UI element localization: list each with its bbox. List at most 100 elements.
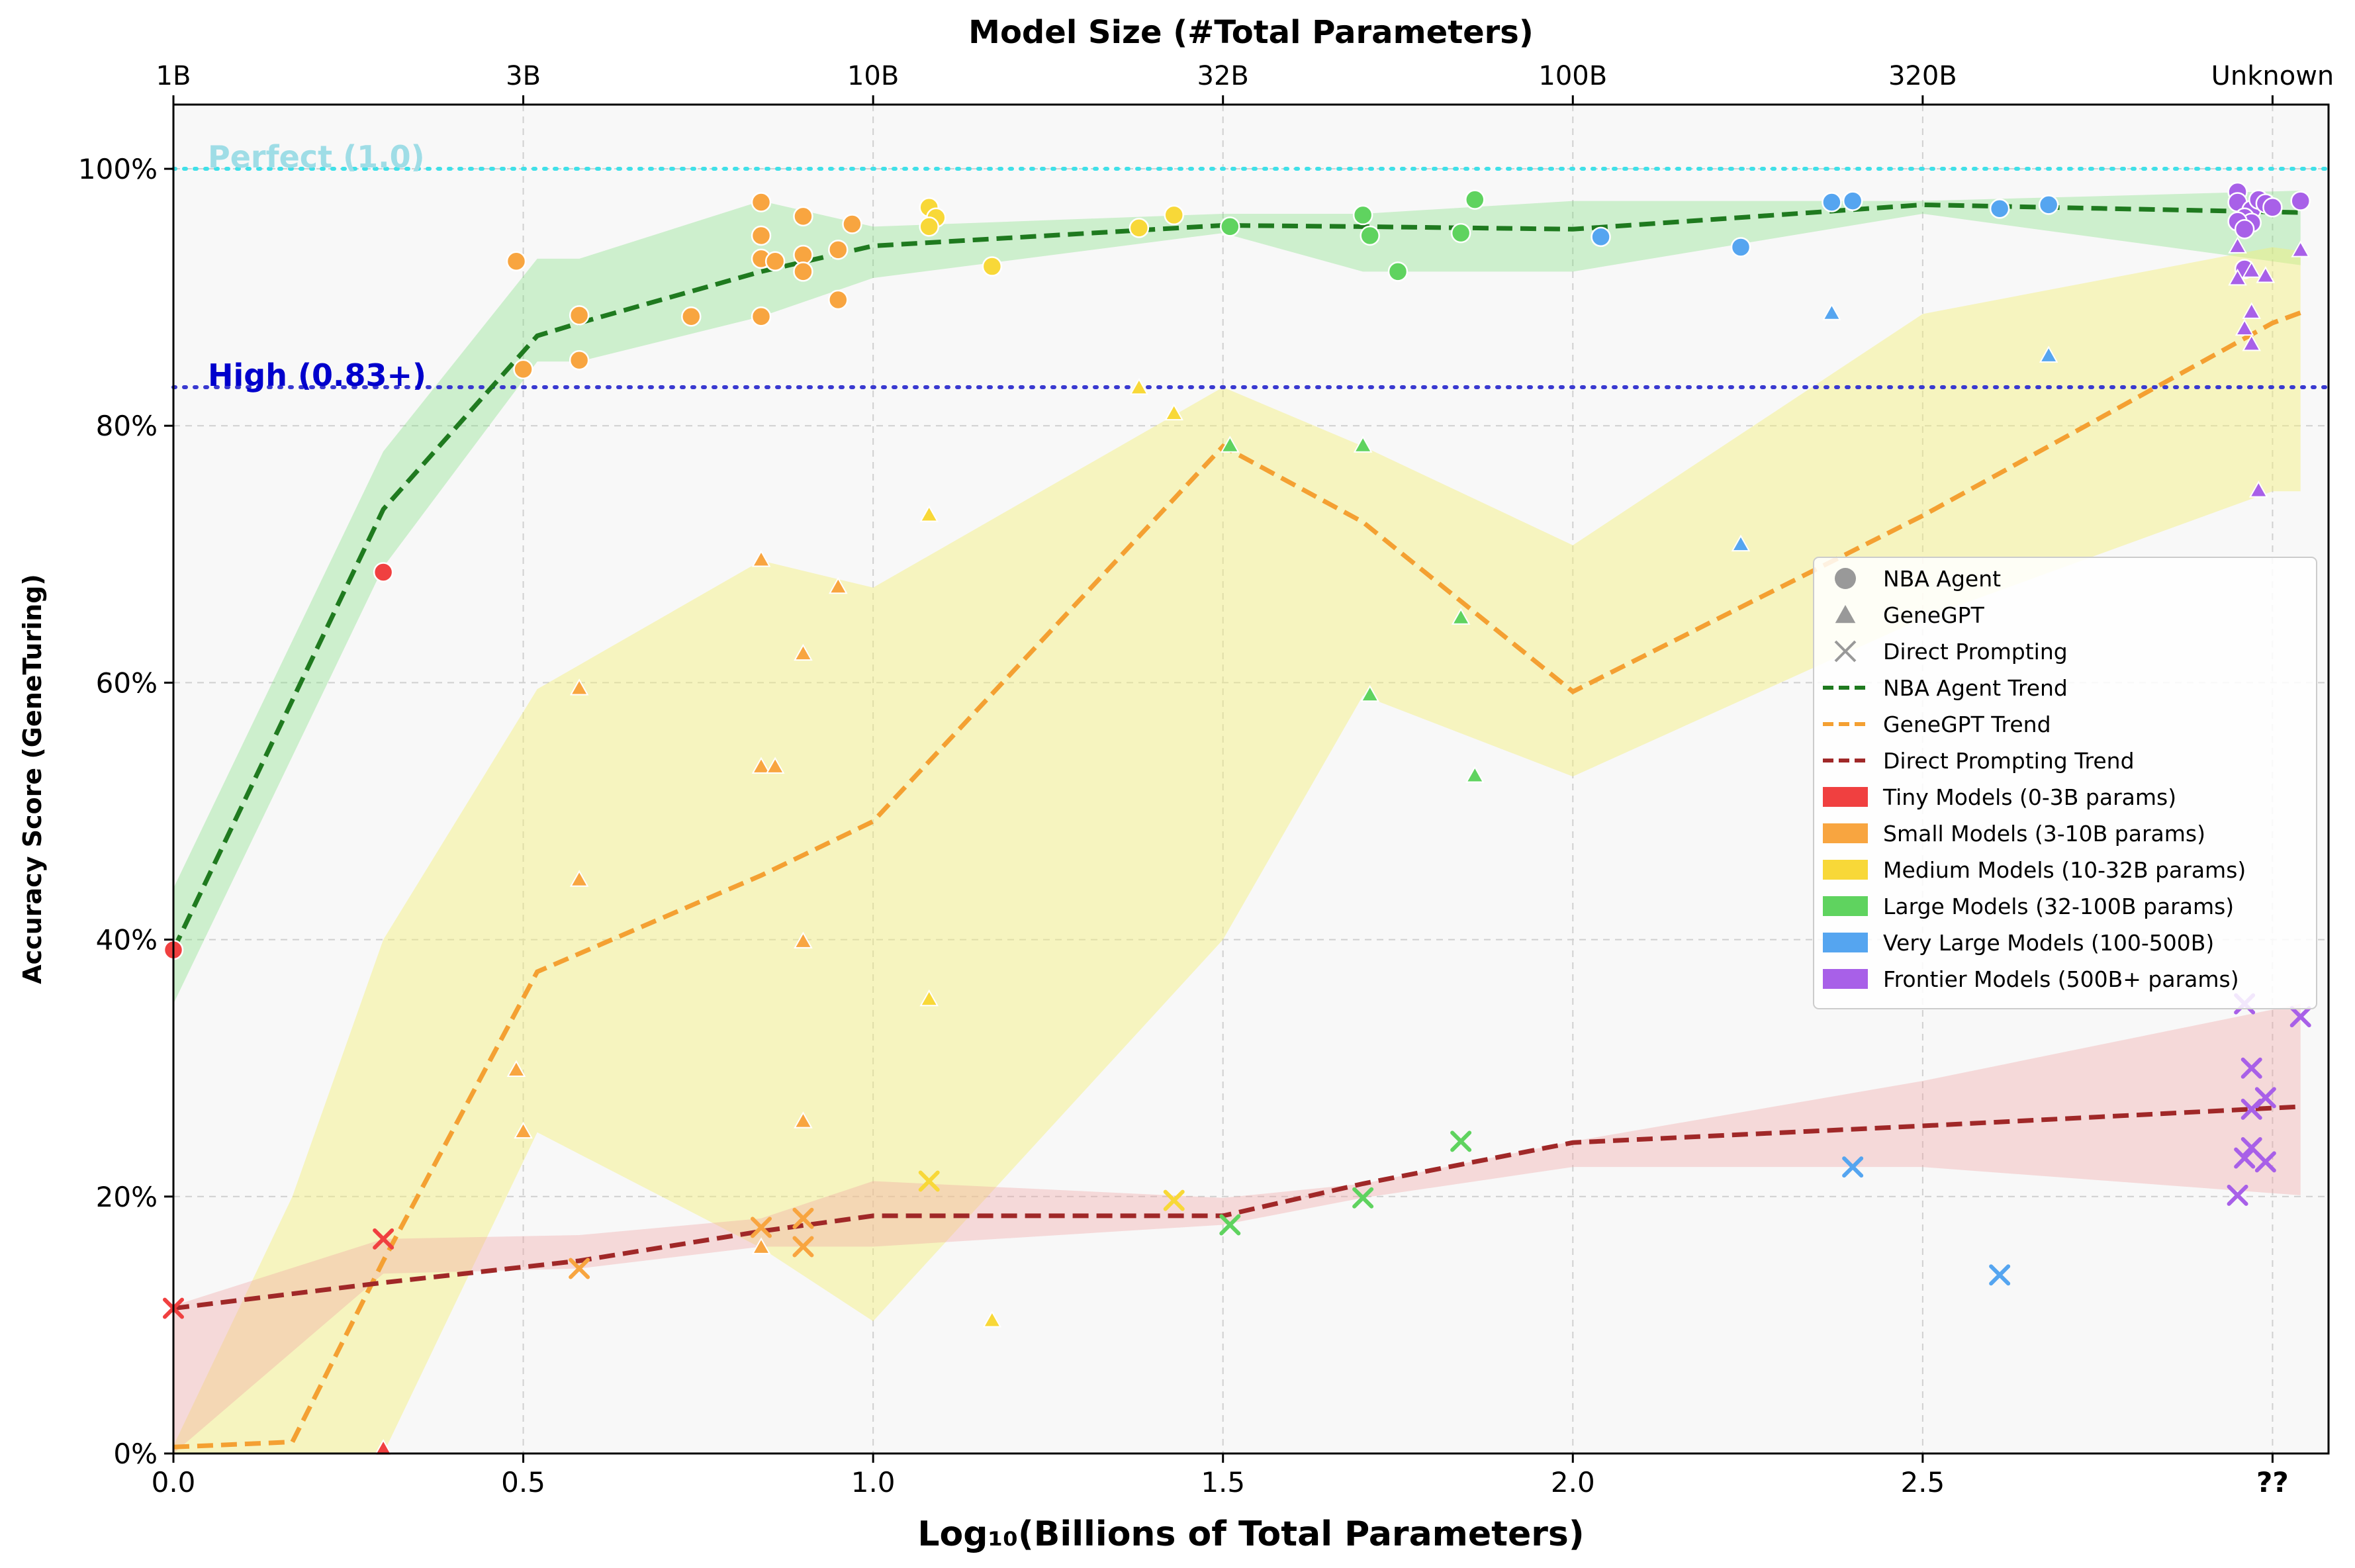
direct-prompting-point xyxy=(2240,1098,2262,1120)
top-tick-label: 1B xyxy=(156,61,191,91)
nba-agent-point xyxy=(1220,216,1240,237)
x-tick-label: ?? xyxy=(2256,1466,2289,1499)
nba-agent-point xyxy=(751,192,772,212)
direct-prompting-point xyxy=(792,1236,814,1258)
reference-lines: Perfect (1.0) High (0.83+) xyxy=(171,139,2331,393)
legend-label: Frontier Models (500B+ params) xyxy=(1883,966,2239,992)
genegpt-point xyxy=(1731,534,1751,552)
nba-agent-point xyxy=(1164,205,1184,226)
nba-agent-point xyxy=(793,244,813,265)
direct-prompting-point xyxy=(2234,1147,2256,1169)
genegpt-point xyxy=(982,1311,1002,1328)
genegpt-point xyxy=(1451,608,1471,625)
nba-agent-point xyxy=(681,306,702,327)
y-tick-label: 60% xyxy=(96,667,158,699)
nba-agent-point xyxy=(793,206,813,227)
top-tick-label: Unknown xyxy=(2211,61,2334,91)
top-tick-label: 320B xyxy=(1888,61,1957,91)
top-tick-label: 10B xyxy=(847,61,899,91)
nba-agent-point xyxy=(1730,237,1751,257)
genegpt-point xyxy=(569,678,589,696)
y-tick-label: 40% xyxy=(96,924,158,956)
nba-agent-point xyxy=(569,349,590,371)
legend-label: Medium Models (10-32B params) xyxy=(1883,857,2246,883)
direct-prompting-point xyxy=(569,1258,590,1279)
genegpt-point xyxy=(2256,266,2276,283)
x-tick-label: 1.0 xyxy=(851,1466,896,1499)
x-tick-label: 0.0 xyxy=(152,1466,196,1499)
nba-agent-point xyxy=(2038,195,2059,215)
legend: NBA Agent GeneGPT Direct Prompting NBA Agen… xyxy=(1813,557,2317,1009)
genegpt-point xyxy=(1353,436,1373,453)
legend-label: Very Large Models (100-500B) xyxy=(1883,930,2214,956)
legend-label: NBA Agent xyxy=(1883,566,2001,592)
direct-prompting-point xyxy=(792,1207,814,1229)
legend-triangle-marker xyxy=(1835,605,1856,623)
legend-label: Small Models (3-10B params) xyxy=(1883,821,2205,847)
genegpt-point xyxy=(1360,684,1380,702)
direct-prompting-point xyxy=(2254,1151,2276,1173)
nba-agent-point xyxy=(513,359,533,380)
top-tick-label: 3B xyxy=(506,61,541,91)
genegpt-point xyxy=(2235,318,2254,336)
legend-label: Direct Prompting xyxy=(1883,639,2068,665)
x-tick-label: 2.0 xyxy=(1551,1466,1595,1499)
nba-agent-point xyxy=(842,214,862,234)
legend-label: Direct Prompting Trend xyxy=(1883,748,2135,774)
legend-x-marker xyxy=(1834,640,1857,663)
direct-prompting-point xyxy=(1989,1264,2011,1286)
top-tick-label: 100B xyxy=(1538,61,1607,91)
nba-agent-point xyxy=(2262,197,2283,218)
genegpt-point xyxy=(794,1111,813,1129)
genegpt-point xyxy=(1164,403,1184,421)
legend-size-swatch xyxy=(1823,823,1868,843)
nba-agent-point xyxy=(1360,225,1380,246)
nba-agent-point xyxy=(793,261,813,282)
genegpt-point xyxy=(2242,261,2262,278)
y-tick-label: 80% xyxy=(96,410,158,442)
genegpt-point xyxy=(751,757,771,774)
genegpt-point xyxy=(506,1060,526,1077)
genegpt-point xyxy=(919,505,939,522)
nba-agent-point xyxy=(828,240,849,260)
nba-agent-point xyxy=(751,306,772,327)
reference-label-1: High (0.83+) xyxy=(208,357,426,393)
genegpt-point xyxy=(373,1439,393,1456)
genegpt-point xyxy=(2228,268,2247,286)
trend-line-2 xyxy=(173,1104,2301,1311)
nba-agent-point xyxy=(2290,191,2311,211)
y-axis-title: Accuracy Score (GeneTuring) xyxy=(18,574,47,984)
confidence-bands xyxy=(173,191,2301,1454)
plot-frame xyxy=(172,103,2330,1455)
nba-agent-point xyxy=(1842,191,1863,211)
nba-agent-point xyxy=(1387,261,1408,282)
legend-size-swatch xyxy=(1823,933,1868,952)
direct-prompting-point xyxy=(1842,1156,1864,1178)
genegpt-point xyxy=(2291,240,2311,257)
y-tick-label: 20% xyxy=(96,1181,158,1213)
data-points xyxy=(163,181,2311,1456)
legend-label: NBA Agent Trend xyxy=(1883,675,2068,701)
genegpt-point xyxy=(751,1237,771,1254)
nba-agent-point xyxy=(828,289,849,310)
trend-line-1 xyxy=(173,310,2301,1450)
nba-agent-point xyxy=(751,225,772,246)
direct-prompting-point xyxy=(1352,1187,1374,1209)
genegpt-point xyxy=(828,576,848,594)
direct-prompting-point xyxy=(2227,1184,2248,1206)
band-1 xyxy=(173,247,2301,1454)
direct-prompting-point xyxy=(1450,1130,1472,1152)
legend-circle-marker xyxy=(1835,568,1856,589)
genegpt-point xyxy=(1129,377,1149,395)
nba-agent-point xyxy=(1465,189,1485,210)
genegpt-point xyxy=(1220,436,1240,453)
legend-label: Large Models (32-100B params) xyxy=(1883,894,2234,919)
genegpt-point xyxy=(2242,302,2262,319)
genegpt-point xyxy=(2039,346,2058,363)
trend-lines xyxy=(171,202,2301,1450)
legend-size-swatch xyxy=(1823,969,1868,989)
direct-prompting-point xyxy=(751,1217,772,1238)
genegpt-point xyxy=(514,1121,533,1139)
direct-prompting-point xyxy=(2240,1057,2262,1079)
nba-agent-point xyxy=(373,562,394,582)
